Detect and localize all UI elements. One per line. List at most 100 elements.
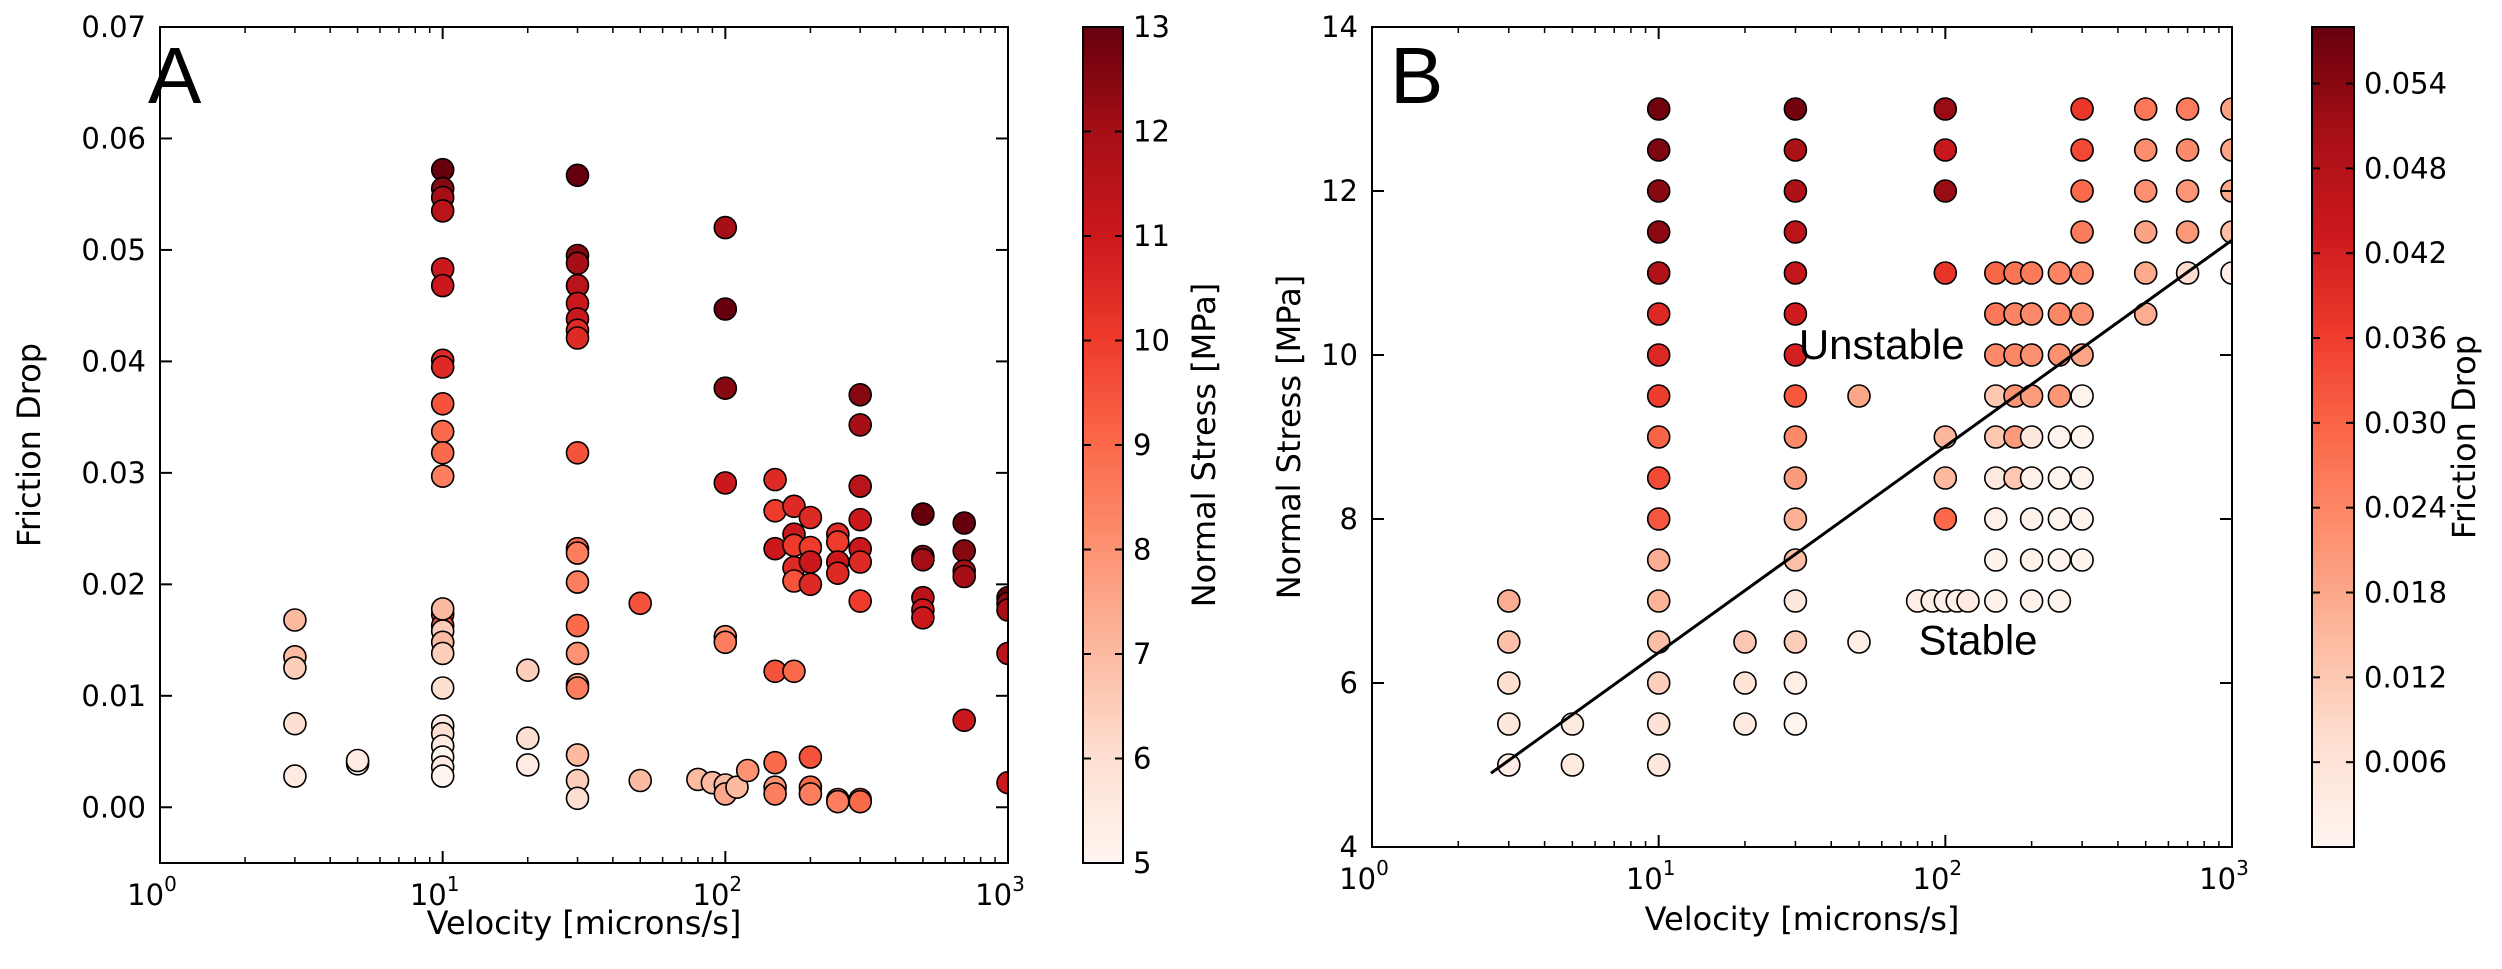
panel-b-point <box>2047 302 2072 326</box>
panel-b-point <box>2070 466 2094 490</box>
panel-b-point <box>1956 589 1980 613</box>
panel-a-point <box>825 530 850 554</box>
panel-b-point <box>2175 179 2200 203</box>
panel-b-point <box>1497 753 1521 777</box>
panel-a-point <box>565 641 590 666</box>
panel-b-colorbar-tick-label: 0.024 <box>2364 491 2447 525</box>
panel-b-point <box>2133 220 2158 244</box>
panel-b-point <box>1646 712 1671 736</box>
panel-b-x-tick-label: 100 <box>1339 856 1389 896</box>
panel-b-point <box>1783 466 1808 490</box>
panel-a-point <box>283 656 307 680</box>
panel-a-point <box>798 745 823 769</box>
panel-a-colorbar-tick-label: 13 <box>1133 10 1170 44</box>
panel-a-point <box>565 541 590 565</box>
panel-a-point <box>628 591 653 616</box>
panel-b-point <box>2047 384 2072 408</box>
panel-b-point <box>2070 220 2094 244</box>
panel-b-point <box>1646 548 1671 572</box>
panel-a-point <box>345 748 370 773</box>
panel-b-point <box>1646 753 1671 777</box>
panel-a-point <box>565 743 590 767</box>
panel-b-point <box>2133 179 2158 203</box>
panel-a-point <box>911 502 935 526</box>
panel-b-point <box>2047 425 2072 449</box>
panel-a-x-tick-label: 100 <box>127 872 177 912</box>
panel-a-point <box>996 641 1008 666</box>
panel-b-point <box>2133 261 2158 285</box>
panel-b-plot-frame <box>1371 26 2233 848</box>
panel-a-colorbar-tick-label: 8 <box>1133 533 1151 567</box>
panel-b-point <box>1646 220 1671 244</box>
panel-b-point <box>1646 261 1671 285</box>
panel-b-colorbar-tick-label: 0.042 <box>2364 236 2447 270</box>
panel-a-point <box>911 547 935 572</box>
panel-b-point <box>2019 425 2044 449</box>
panel-a-point <box>430 391 455 416</box>
panel-a-points <box>283 157 1008 814</box>
panel-b-point <box>2070 548 2094 572</box>
panel-a-point <box>782 494 806 519</box>
panel-b-point <box>1733 671 1757 695</box>
panel-b-x-tick-label: 102 <box>1913 856 1963 896</box>
panel-a-x-tick-label: 101 <box>410 872 460 912</box>
panel-a-point <box>798 572 823 597</box>
panel-a-plot-frame <box>159 26 1009 864</box>
panel-a-point <box>848 413 873 437</box>
panel-a-y-tick-label: 0.04 <box>81 344 146 378</box>
panel-b-point <box>1783 548 1808 572</box>
panel-a-colorbar-tick-label: 10 <box>1133 324 1170 358</box>
panel-b-colorbar-tick-label: 0.012 <box>2364 660 2447 694</box>
panel-a-point <box>848 589 873 613</box>
panel-b-point <box>1646 302 1671 326</box>
panel-a-point <box>798 550 823 574</box>
panel-a-point <box>628 768 653 793</box>
panel-b-point <box>1847 630 1871 654</box>
panel-a-point <box>952 539 977 563</box>
panel-b-letter: B <box>1390 31 1443 120</box>
panel-b-point <box>1646 425 1671 449</box>
panel-a-point <box>825 561 850 586</box>
panel-b-point <box>1933 507 1958 531</box>
panel-a-point <box>763 750 787 775</box>
panel-a-point <box>515 658 540 683</box>
panel-b-points <box>1497 97 2232 777</box>
panel-b-point <box>2070 425 2094 449</box>
panel-a-point <box>430 597 455 621</box>
panel-b-point <box>2019 261 2044 285</box>
panel-b-point <box>1646 138 1671 162</box>
panel-b-colorbar-tick-label: 0.018 <box>2364 576 2447 610</box>
panel-a-point <box>283 711 307 736</box>
panel-b-y-tick-label: 8 <box>1340 502 1358 536</box>
panel-a-point <box>798 782 823 806</box>
panel-a-point <box>283 764 307 788</box>
panel-b-point <box>2047 261 2072 285</box>
panel-b-point <box>1646 97 1671 121</box>
panel-a-point <box>565 613 590 638</box>
panel-a-colorbar-tick-label: 9 <box>1133 428 1151 462</box>
panel-b-point <box>1783 671 1808 695</box>
panel-b-point <box>1847 384 1871 408</box>
panel-a-x-tick-label: 103 <box>975 872 1025 912</box>
panel-b-point <box>2220 261 2232 285</box>
panel-a-y-tick-label: 0.07 <box>81 10 146 44</box>
panel-a-letter: A <box>148 31 202 120</box>
panel-b-point <box>1933 97 1958 121</box>
panel-b-point <box>2047 466 2072 490</box>
panel-b-point <box>1984 548 2008 572</box>
panel-a-point <box>952 564 977 589</box>
panel-a-y-tick-label: 0.03 <box>81 456 146 490</box>
panel-b-point <box>1783 384 1808 408</box>
panel-b-y-tick-label: 10 <box>1321 338 1358 372</box>
panel-b-colorbar-tick-label: 0.054 <box>2364 67 2447 101</box>
panel-a-point <box>565 676 590 700</box>
panel-a-point <box>565 163 590 188</box>
panel-a-point <box>848 789 873 814</box>
panel-b-point <box>1497 671 1521 695</box>
panel-a-point <box>430 464 455 489</box>
panel-b-point <box>2047 589 2072 613</box>
panel-a-point <box>952 708 977 733</box>
panel-a-point <box>713 376 738 401</box>
panel-a-point <box>848 474 873 499</box>
panel-a-colorbar-tick-label: 7 <box>1133 637 1151 671</box>
